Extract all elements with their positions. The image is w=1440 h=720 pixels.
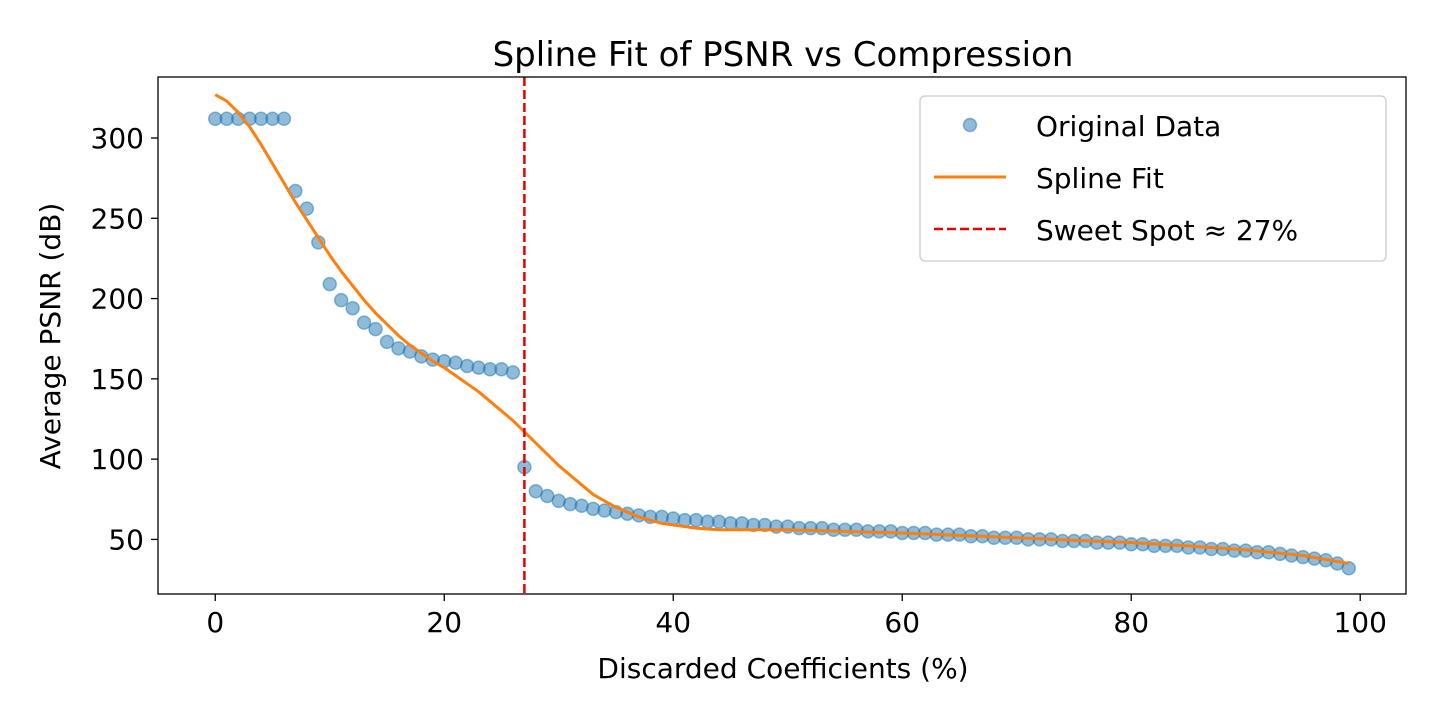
legend-label-original-data: Original Data	[1036, 110, 1221, 143]
data-point	[322, 276, 337, 292]
x-tick-label: 100	[1333, 606, 1386, 639]
x-tick-label: 0	[206, 606, 224, 639]
data-point	[379, 334, 395, 350]
legend-frame	[919, 95, 1387, 262]
plot-frame	[157, 76, 1407, 595]
y-tick-label: 50	[108, 523, 144, 556]
y-tick-label: 150	[91, 363, 144, 396]
y-tick-label: 200	[91, 283, 144, 316]
data-point	[1341, 561, 1356, 576]
y-tick-label: 300	[91, 122, 144, 155]
data-point	[276, 111, 292, 126]
legend-label-sweet-spot: Sweet Spot ≈ 27%	[1036, 214, 1298, 247]
legend-label-spline-fit: Spline Fit	[1036, 162, 1164, 195]
x-tick-label: 40	[655, 606, 691, 639]
y-tick-label: 100	[91, 443, 144, 476]
x-tick-label: 20	[426, 606, 462, 639]
x-tick-label: 80	[1113, 606, 1149, 639]
x-tick-label: 60	[884, 606, 920, 639]
data-point	[368, 321, 383, 337]
y-tick-label: 250	[91, 202, 144, 235]
y-axis-title: Average PSNR (dB)	[34, 203, 67, 470]
legend: Original Data Spline Fit Sweet Spot ≈ 27…	[919, 95, 1387, 262]
legend-marker-original-data	[962, 117, 978, 133]
data-point	[333, 292, 349, 308]
plot-area	[208, 77, 1356, 594]
x-axis-title: Discarded Coefficients (%)	[597, 652, 968, 685]
data-point	[345, 300, 360, 316]
data-point	[505, 365, 521, 380]
axis-ticks: 0 20 40 60 80 100 50 100 150 200 250 300	[91, 122, 1387, 639]
chart-title: Spline Fit of PSNR vs Compression	[493, 35, 1074, 75]
spline-fit-line	[214, 93, 1350, 565]
data-point	[356, 315, 372, 330]
